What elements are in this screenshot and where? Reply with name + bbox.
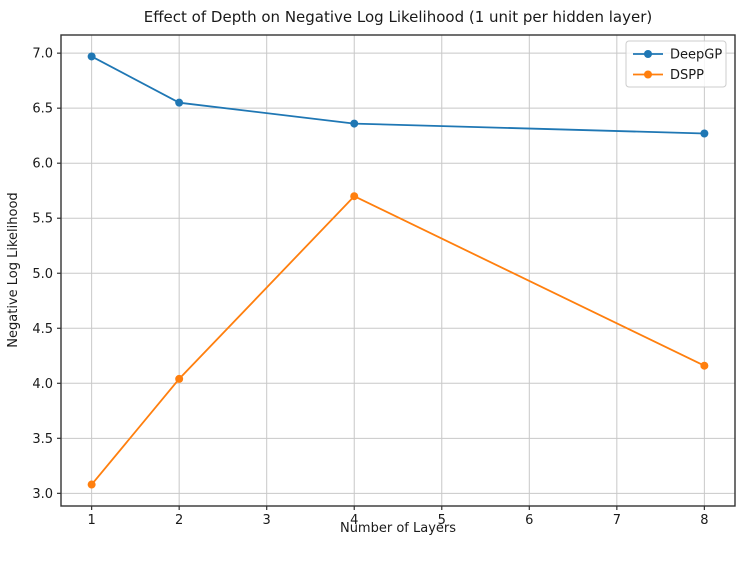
data-point-deepgp: [175, 98, 184, 107]
x-tick-label: 3: [263, 513, 271, 528]
x-tick-label: 5: [438, 513, 446, 528]
legend-sample-marker: [644, 70, 652, 79]
y-tick-label: 5.5: [32, 212, 53, 227]
y-axis-label: Negative Log Likelihood: [6, 192, 21, 347]
x-tick-label: 7: [613, 513, 621, 528]
data-point-dspp: [700, 361, 709, 370]
y-tick-label: 3.0: [32, 487, 53, 502]
data-point-deepgp: [87, 52, 96, 61]
plot-render-layer: 1 2 3 4 5 6 7 8 3.0 3.5 4.0 4.5 5.0 5.5 6.0 6.5 7.0 DeepG…: [32, 34, 736, 528]
x-tick-label: 4: [350, 513, 358, 528]
x-tick-label: 6: [525, 513, 533, 528]
y-tick-label: 4.5: [32, 322, 53, 337]
series-line-deepgp: [90, 55, 706, 135]
data-point-dspp: [175, 374, 184, 383]
x-tick-label: 8: [700, 513, 708, 528]
y-tick-label: 6.0: [32, 157, 53, 172]
legend-label: DSPP: [670, 68, 704, 83]
data-point-deepgp: [350, 119, 359, 128]
y-tick-label: 7.0: [32, 47, 53, 62]
legend-label: DeepGP: [670, 48, 722, 63]
data-point-deepgp: [700, 129, 709, 138]
data-point-dspp: [350, 192, 359, 201]
y-tick-label: 4.0: [32, 377, 53, 392]
plot-border: [60, 34, 736, 507]
x-axis-label: Number of Layers: [340, 521, 456, 536]
x-tick-label: 2: [175, 513, 183, 528]
y-tick-label: 5.0: [32, 267, 53, 282]
y-tick-label: 6.5: [32, 102, 53, 117]
legend-sample-marker: [644, 50, 652, 58]
data-point-dspp: [87, 480, 96, 489]
x-tick-label: 1: [87, 513, 95, 528]
y-tick-label: 3.5: [32, 432, 53, 447]
series-line-dspp: [90, 195, 706, 486]
chart-title: Effect of Depth on Negative Log Likeliho…: [144, 8, 653, 26]
